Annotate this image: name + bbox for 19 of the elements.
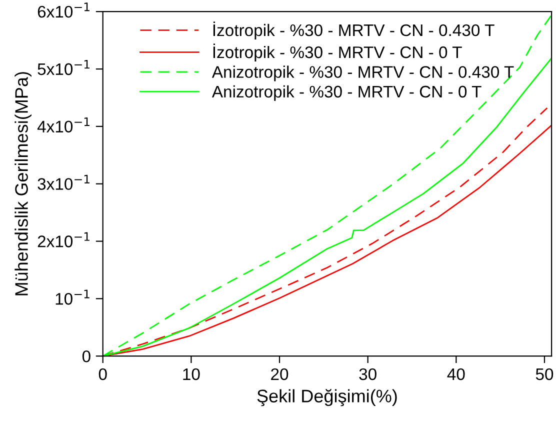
x-tick-label: 40 xyxy=(447,368,465,380)
x-tick-label: 0 xyxy=(98,368,107,380)
legend-label: Anizotropik - %30 - MRTV - CN - 0 T xyxy=(212,85,482,101)
y-tick-label: 3x10$^{−1}$ xyxy=(38,174,90,190)
y-tick-label: 5x10$^{−1}$ xyxy=(38,60,90,76)
legend-label: İzotropik - %30 - MRTV - CN - 0 T xyxy=(213,44,462,62)
legend-label: Anizotropik - %30 - MRTV - CN - 0.430 T xyxy=(212,66,514,82)
x-tick-label: 30 xyxy=(359,368,376,380)
x-tick-label: 50 xyxy=(536,368,554,380)
y-tick-label: 6x10$^{−1}$ xyxy=(38,2,90,18)
x-tick-label: 10 xyxy=(183,368,200,380)
y-axis-title: Mühendislik Gerilmesi(MPa) xyxy=(14,72,32,296)
legend-label: İzotropik - %30 - MRTV - CN - 0.430 T xyxy=(213,22,494,40)
x-tick-label: 20 xyxy=(271,368,288,380)
y-tick-label: 2x10$^{−1}$ xyxy=(38,232,90,248)
x-axis-title: Şekil Değişimi(%) xyxy=(257,388,397,406)
y-tick-label: 4x10$^{−1}$ xyxy=(37,117,90,132)
y-tick-label: 0 xyxy=(82,350,90,362)
y-tick-label: 10$^{−1}$ xyxy=(56,290,90,305)
